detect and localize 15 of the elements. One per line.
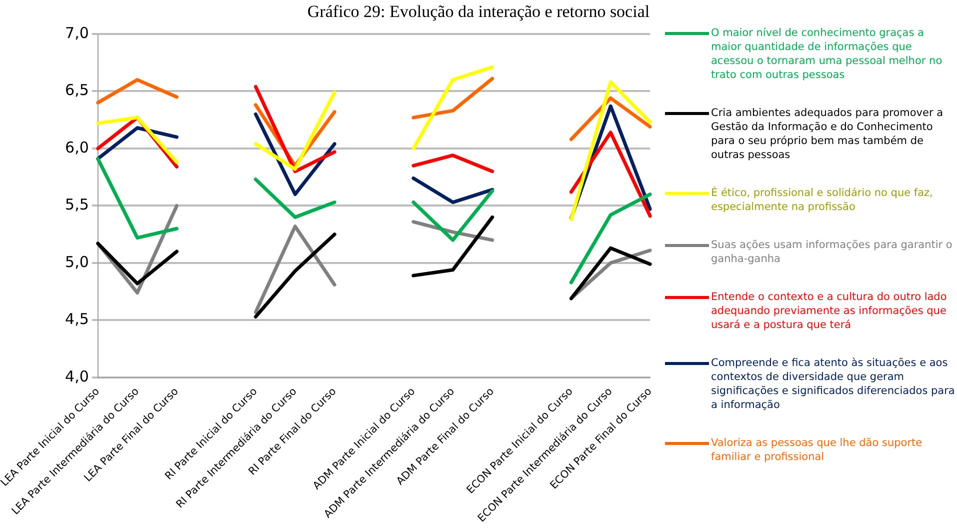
y-tick-label: 7,0: [65, 24, 89, 42]
legend-label: É ético, profissional e solidário no que faz, especialmente na profissão: [711, 186, 934, 214]
y-tick-label: 6,0: [65, 138, 89, 156]
y-tick-label: 5,5: [65, 196, 89, 214]
y-tick-label: 4,5: [65, 310, 89, 328]
legend-label: Cria ambientes adequados para promover a Gestão da Informação e do Conhecimento para o seu próprio bem mas também de outras pessoas: [711, 106, 944, 162]
chart-title: Gráfico 29: Evolução da interação e retorno social: [306, 2, 651, 22]
legend-label: Entende o contexto e a cultura do outro lado adequando previamente as informações que usará e a postura que terá: [711, 290, 948, 332]
y-tick-label: 5,0: [65, 252, 89, 271]
y-tick-label: 4,0: [65, 367, 89, 386]
legend-label: Valoriza as pessoas que lhe dão suporte familiar e profissional: [711, 436, 924, 464]
legend-label: O maior nível de conhecimento graças a maior quantidade de informações que acessou o tornaram uma pessoal melhor no trato com outras pessoas: [711, 26, 944, 82]
y-tick-label: 6,5: [65, 81, 89, 100]
legend-label: Compreende e fica atento às situações e aos contextos de diversidade que geram significações e significados diferenciados para a informação: [711, 356, 955, 412]
legend-label: Suas ações usam informações para garantir o ganha-ganha: [711, 238, 954, 266]
